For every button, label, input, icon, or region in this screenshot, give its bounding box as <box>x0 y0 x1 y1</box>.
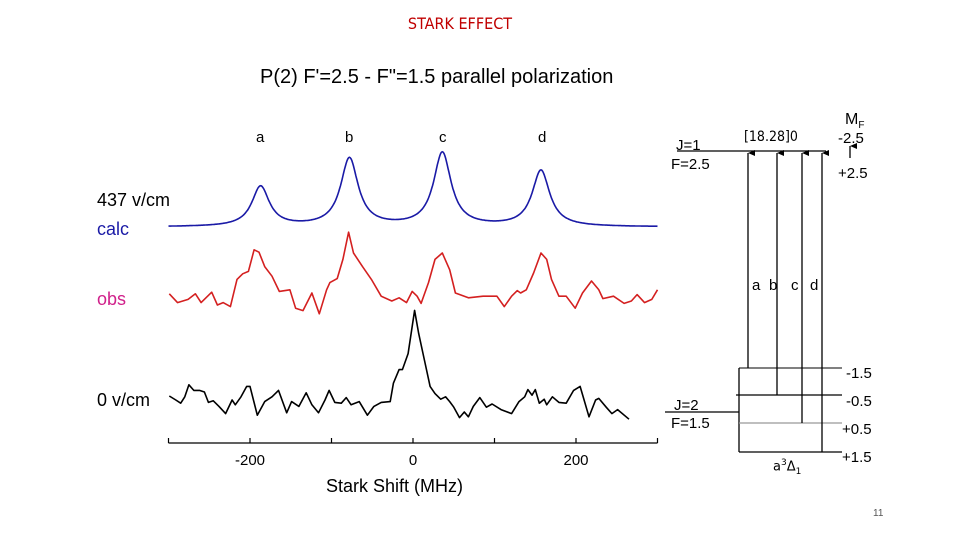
lower-mf-label: -1.5 <box>846 365 872 382</box>
lower-j-label: J=2 <box>674 397 699 414</box>
lower-state-label: a3Δ1 <box>773 459 801 477</box>
upper-j-label: J=1 <box>676 137 701 154</box>
series-label-calc: calc <box>97 219 130 239</box>
x-tick-label: 200 <box>563 452 589 469</box>
x-axis-label: Stark Shift (MHz) <box>326 476 464 496</box>
series-line-0vcm <box>168 309 630 420</box>
mf-header-text: M <box>845 111 859 128</box>
lower-mf-label: +1.5 <box>842 449 872 466</box>
lower-state-letter: a <box>773 459 781 475</box>
mf-top-label: -2.5 <box>838 130 864 147</box>
peak-label-c: c <box>439 129 447 146</box>
transition-label-a: a <box>752 277 761 294</box>
lower-mf-label: -0.5 <box>846 393 872 410</box>
x-tick-label: 0 <box>408 452 418 469</box>
lower-mf-label: +0.5 <box>842 421 872 438</box>
lower-f-label: F=1.5 <box>671 415 710 432</box>
mf-bottom-label: +2.5 <box>838 165 868 182</box>
lower-state-sup: 3 <box>780 458 787 468</box>
transition-label-c: c <box>791 277 799 294</box>
x-tick-label: -200 <box>234 452 266 469</box>
lower-state-greek: Δ <box>786 459 796 475</box>
peak-label-b: b <box>345 129 354 146</box>
series-line-obs <box>168 231 659 315</box>
series-label-obs: obs <box>97 289 127 309</box>
lower-state-sub: 1 <box>795 466 802 477</box>
field-label-437: 437 v/cm <box>97 190 171 210</box>
mf-header: MF <box>845 112 864 131</box>
transition-label-d: d <box>810 277 819 294</box>
mf-header-sub: F <box>858 120 865 132</box>
upper-f-label: F=2.5 <box>671 156 710 173</box>
upper-state-label: [18.28]0 <box>744 129 798 145</box>
series-label-0vcm: 0 v/cm <box>97 390 151 410</box>
series-line-calc <box>168 150 658 228</box>
slide-title: STARK EFFECT <box>407 14 513 33</box>
transition-label-b: b <box>769 277 778 294</box>
peak-label-d: d <box>538 129 547 146</box>
page-number: 11 <box>873 508 884 519</box>
chart-title: P(2) F'=2.5 - F"=1.5 parallel polarizati… <box>260 66 614 88</box>
peak-label-a: a <box>256 129 265 146</box>
